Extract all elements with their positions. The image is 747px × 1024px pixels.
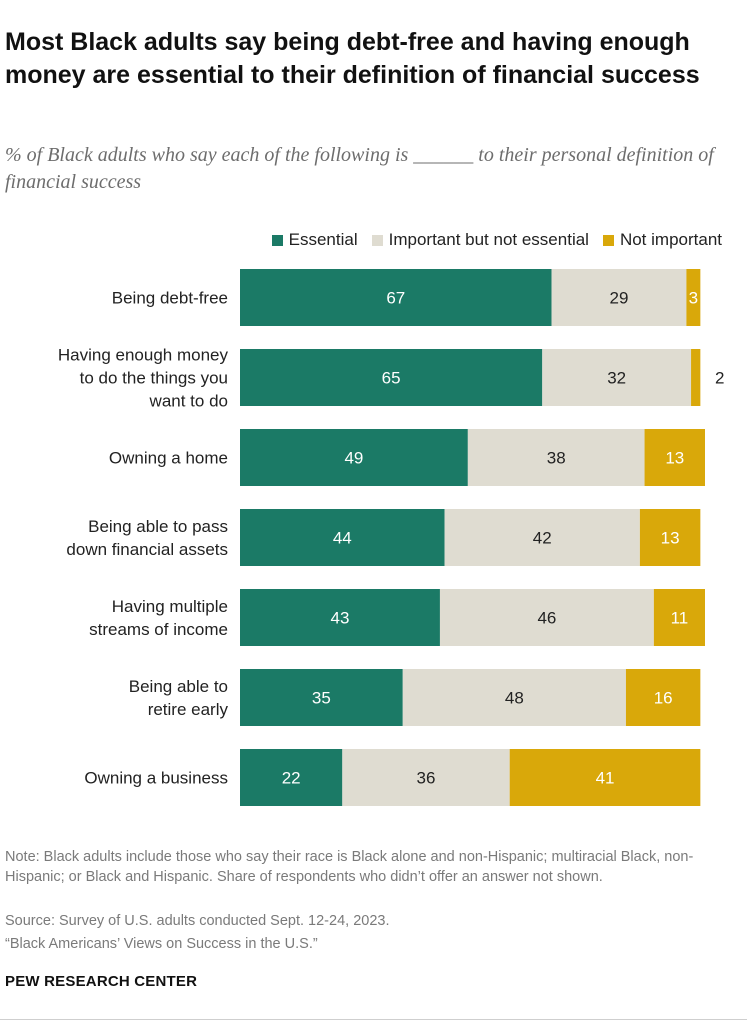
- data-label-important: 46: [537, 609, 556, 628]
- category-label-line: streams of income: [89, 620, 228, 639]
- bar-segment-important: [402, 669, 626, 726]
- category-label: Having enough money to do the things you w…: [58, 346, 229, 411]
- data-label-essential: 49: [344, 449, 363, 468]
- chart-source: Source: Survey of U.S. adults conducted …: [5, 913, 390, 929]
- bar-segment-not-important: [625, 669, 701, 726]
- bar-segment-important: [542, 349, 692, 406]
- category-label: Being able to pass down financial assets: [66, 517, 228, 559]
- data-label-important: 36: [417, 769, 436, 788]
- category-label-line: Owning a business: [84, 769, 228, 788]
- bar-segment-important: [439, 589, 654, 646]
- bar-segment-essential: [240, 669, 403, 726]
- category-label: Having multiple streams of income: [89, 597, 228, 639]
- category-label-line: to do the things you: [80, 369, 228, 388]
- bar-segment-not-important: [691, 349, 701, 406]
- bar-segment-important: [444, 509, 640, 566]
- category-label: Owning a home: [109, 449, 228, 468]
- data-label-essential: 43: [331, 609, 350, 628]
- data-label-important: 38: [547, 449, 566, 468]
- data-label-important: 42: [533, 529, 552, 548]
- data-label-not-important: 2: [715, 369, 724, 388]
- bar-segment-important: [467, 429, 645, 486]
- chart-note: Note: Black adults include those who say…: [5, 849, 694, 885]
- legend: Essential Important but not essential No…: [0, 228, 722, 252]
- category-label: Being able to retire early: [129, 677, 229, 719]
- bar-segment-essential: [240, 349, 543, 406]
- legend-swatch-not-important: [602, 234, 614, 246]
- bar-segment-not-important: [639, 509, 701, 566]
- data-label-not-important: 13: [665, 449, 684, 468]
- data-label-essential: 67: [386, 289, 405, 308]
- category-label-line: want to do: [149, 392, 228, 411]
- category-label: Owning a business: [84, 769, 228, 788]
- legend-label-essential: Essential: [288, 230, 358, 249]
- legend-label-important: Important but not essential: [388, 230, 589, 249]
- data-label-not-important: 11: [671, 609, 689, 628]
- data-label-not-important: 41: [596, 769, 615, 788]
- legend-item-important: Important but not essential: [371, 230, 589, 250]
- category-label-line: down financial assets: [66, 540, 228, 559]
- data-label-important: 29: [610, 289, 629, 308]
- bar-segment-not-important: [686, 269, 701, 326]
- data-label-important: 32: [607, 369, 626, 388]
- category-label-line: Having multiple: [112, 597, 228, 616]
- footer-divider: [0, 1019, 747, 1020]
- category-label-line: Having enough money: [58, 346, 229, 365]
- category-label: Being debt-free: [112, 289, 228, 308]
- legend-label-not-important: Not important: [619, 230, 722, 249]
- bar-segment-important: [342, 749, 510, 806]
- data-label-important: 48: [505, 689, 524, 708]
- data-label-essential: 65: [382, 369, 401, 388]
- category-label-line: retire early: [148, 700, 229, 719]
- bar-segment-not-important: [644, 429, 705, 486]
- report-title: “Black Americans’ Views on Success in th…: [5, 936, 318, 952]
- legend-swatch-important: [371, 234, 383, 246]
- category-label-line: Being debt-free: [112, 289, 228, 308]
- data-label-not-important: 3: [689, 289, 698, 308]
- legend-swatch-essential: [271, 234, 283, 246]
- bar-segment-not-important: [509, 749, 701, 806]
- chart-title: Most Black adults say being debt-free an…: [5, 28, 700, 89]
- data-label-not-important: 16: [654, 689, 673, 708]
- bar-segment-not-important: [653, 589, 705, 646]
- bar-segment-essential: [240, 749, 343, 806]
- bar-segment-essential: [240, 589, 440, 646]
- bar-segment-essential: [240, 509, 445, 566]
- category-label-line: Owning a home: [109, 449, 228, 468]
- data-label-essential: 22: [282, 769, 301, 788]
- pew-logo-text: PEW RESEARCH CENTER: [5, 973, 198, 990]
- legend-item-essential: Essential: [271, 230, 358, 250]
- stacked-bar-chart: Being debt-free 67 29 3 Having enough money t…: [58, 269, 724, 806]
- chart-subtitle: % of Black adults who say each of the fo…: [5, 144, 714, 193]
- bar-segment-essential: [240, 429, 468, 486]
- bar-segment-essential: [240, 269, 552, 326]
- bar-segment-important: [551, 269, 687, 326]
- data-label-not-important: 13: [661, 529, 680, 548]
- category-label-line: Being able to pass: [88, 517, 228, 536]
- category-label-line: Being able to: [129, 677, 228, 696]
- legend-item-not-important: Not important: [602, 230, 722, 250]
- data-label-essential: 44: [333, 529, 352, 548]
- data-label-essential: 35: [312, 689, 331, 708]
